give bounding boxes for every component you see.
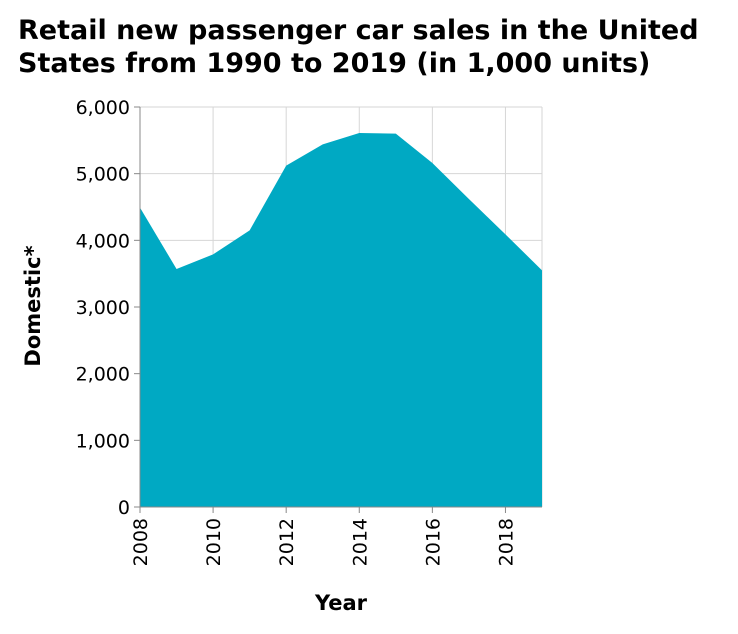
x-axis-ticks: 2008 2010 2012 2014 2016 2018 — [130, 507, 517, 566]
y-tick-label: 2,000 — [76, 364, 130, 386]
x-tick-label: 2010 — [203, 518, 225, 566]
y-tick-label: 3,000 — [76, 297, 130, 319]
y-tick-label: 1,000 — [76, 430, 130, 452]
series-area — [140, 133, 542, 507]
x-tick-label: 2012 — [276, 518, 298, 566]
y-axis-ticks: 0 1,000 2,000 3,000 4,000 5,000 6,000 — [76, 97, 140, 519]
y-tick-label: 4,000 — [76, 230, 130, 252]
y-tick-label: 6,000 — [76, 97, 130, 119]
y-tick-label: 0 — [118, 497, 130, 519]
x-tick-label: 2014 — [349, 518, 371, 566]
x-tick-label: 2016 — [422, 518, 444, 566]
plot-area — [139, 132, 543, 507]
y-axis-title: Domestic* — [21, 245, 45, 366]
x-tick-label: 2018 — [495, 518, 517, 566]
y-tick-label: 5,000 — [76, 164, 130, 186]
chart-title: Retail new passenger car sales in the Un… — [18, 15, 699, 79]
x-tick-label: 2008 — [130, 518, 152, 566]
x-axis-title: Year — [314, 591, 368, 615]
